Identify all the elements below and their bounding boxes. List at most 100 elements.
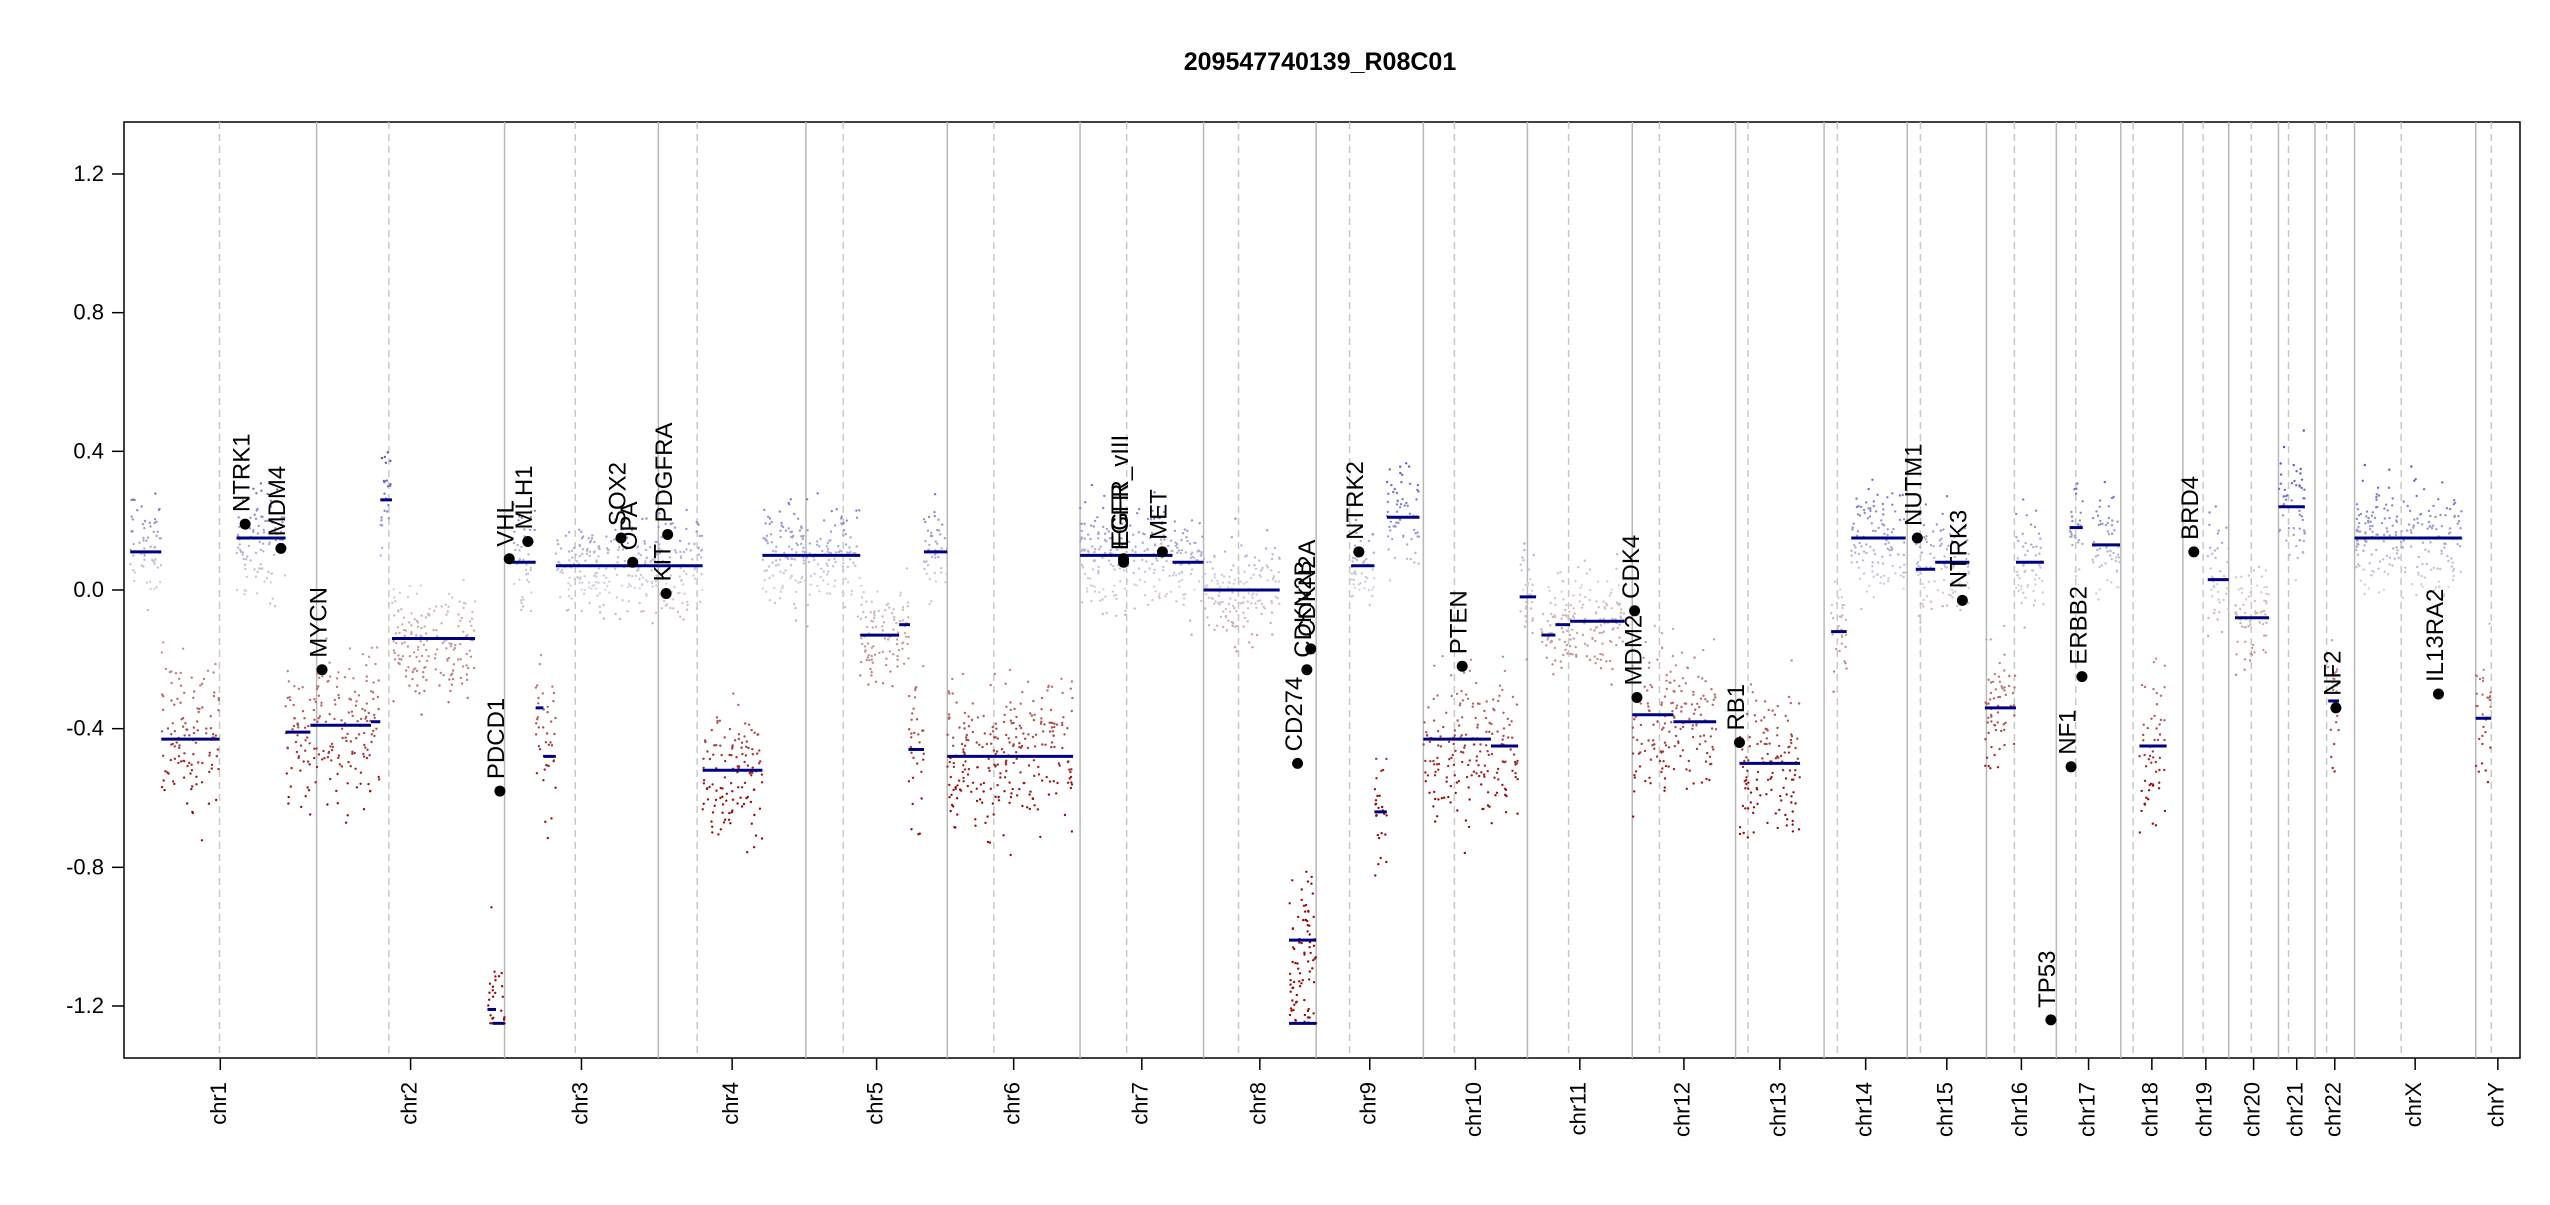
probe-point: [1527, 581, 1530, 585]
probe-point: [692, 574, 695, 577]
probe-point: [2024, 596, 2027, 599]
probe-point: [2333, 671, 2336, 675]
probe-point: [1861, 559, 1865, 562]
probe-point: [392, 649, 396, 652]
probe-point: [512, 541, 516, 545]
probe-point: [1577, 566, 1580, 569]
probe-point: [947, 690, 950, 693]
probe-point: [1830, 612, 1833, 615]
probe-point: [656, 585, 659, 588]
probe-point: [1089, 537, 1092, 541]
probe-point: [1019, 771, 1022, 774]
probe-point: [347, 760, 350, 764]
probe-point: [1406, 504, 1409, 507]
probe-point: [1159, 538, 1163, 541]
probe-point: [638, 587, 641, 590]
probe-point: [922, 752, 925, 755]
probe-point: [693, 542, 696, 546]
probe-point: [1467, 763, 1470, 767]
probe-point: [2327, 665, 2330, 669]
probe-point: [1126, 579, 1129, 582]
probe-point: [534, 733, 538, 736]
probe-point: [395, 641, 398, 645]
probe-point: [1589, 628, 1592, 631]
probe-point: [1785, 824, 1789, 827]
probe-point: [1696, 702, 1699, 705]
probe-point: [1791, 810, 1794, 813]
probe-point: [754, 834, 758, 837]
probe-point: [1918, 545, 1922, 549]
probe-point: [718, 719, 722, 722]
probe-point: [559, 547, 563, 550]
probe-point: [693, 568, 696, 571]
probe-point: [1710, 688, 1713, 691]
probe-point: [337, 756, 340, 760]
probe-point: [802, 556, 805, 559]
probe-point: [593, 574, 596, 577]
probe-point: [872, 617, 876, 620]
probe-point: [2211, 595, 2214, 598]
probe-point: [1148, 567, 1151, 570]
probe-point: [2081, 500, 2084, 503]
probe-point: [1435, 763, 1439, 766]
probe-point: [567, 588, 571, 591]
probe-point: [949, 809, 952, 813]
probe-point: [1922, 598, 1925, 602]
probe-point: [697, 553, 700, 556]
probe-point: [2443, 546, 2446, 549]
probe-point: [2388, 468, 2391, 471]
probe-point: [1029, 790, 1032, 793]
probe-point: [552, 700, 555, 703]
probe-point: [1040, 696, 1044, 700]
probe-point: [518, 515, 521, 518]
probe-point: [1306, 919, 1309, 923]
probe-point: [382, 479, 386, 483]
probe-point: [2237, 588, 2240, 591]
probe-point: [1467, 786, 1470, 789]
probe-point: [963, 768, 967, 771]
probe-point: [1465, 693, 1468, 696]
probe-point: [359, 717, 363, 721]
probe-point: [1381, 805, 1384, 809]
probe-point: [2096, 548, 2099, 552]
probe-point: [924, 540, 927, 543]
probe-point: [1690, 703, 1694, 706]
probe-point: [307, 789, 311, 792]
probe-point: [1289, 990, 1292, 993]
probe-point: [2104, 562, 2107, 565]
probe-point: [1565, 614, 1568, 617]
probe-point: [2254, 612, 2257, 615]
probe-point: [2041, 591, 2044, 594]
probe-point: [1874, 529, 1877, 533]
probe-point: [1712, 638, 1716, 641]
probe-point: [768, 576, 771, 580]
probe-point: [966, 773, 970, 776]
probe-point: [1551, 663, 1554, 666]
probe-point: [143, 547, 146, 550]
probe-point: [1119, 529, 1122, 533]
probe-point: [1583, 617, 1587, 621]
probe-point: [621, 599, 624, 602]
probe-point: [1408, 482, 1412, 485]
probe-point: [827, 570, 830, 573]
probe-point: [1125, 520, 1128, 523]
probe-point: [1270, 599, 1273, 603]
probe-point: [1005, 733, 1008, 737]
probe-point: [1463, 744, 1467, 747]
probe-point: [468, 649, 471, 652]
probe-point: [2332, 677, 2335, 680]
probe-point: [1887, 577, 1890, 580]
probe-point: [1485, 744, 1488, 747]
probe-point: [1523, 548, 1526, 552]
probe-point: [1486, 804, 1490, 807]
probe-point: [316, 685, 319, 688]
probe-point: [2369, 520, 2372, 523]
probe-point: [940, 547, 943, 550]
probe-point: [1794, 769, 1797, 772]
probe-point: [1089, 577, 1092, 580]
probe-point: [2219, 570, 2222, 573]
probe-point: [401, 623, 404, 626]
probe-point: [1194, 541, 1197, 545]
probe-point: [2298, 513, 2301, 516]
probe-point: [199, 684, 202, 687]
